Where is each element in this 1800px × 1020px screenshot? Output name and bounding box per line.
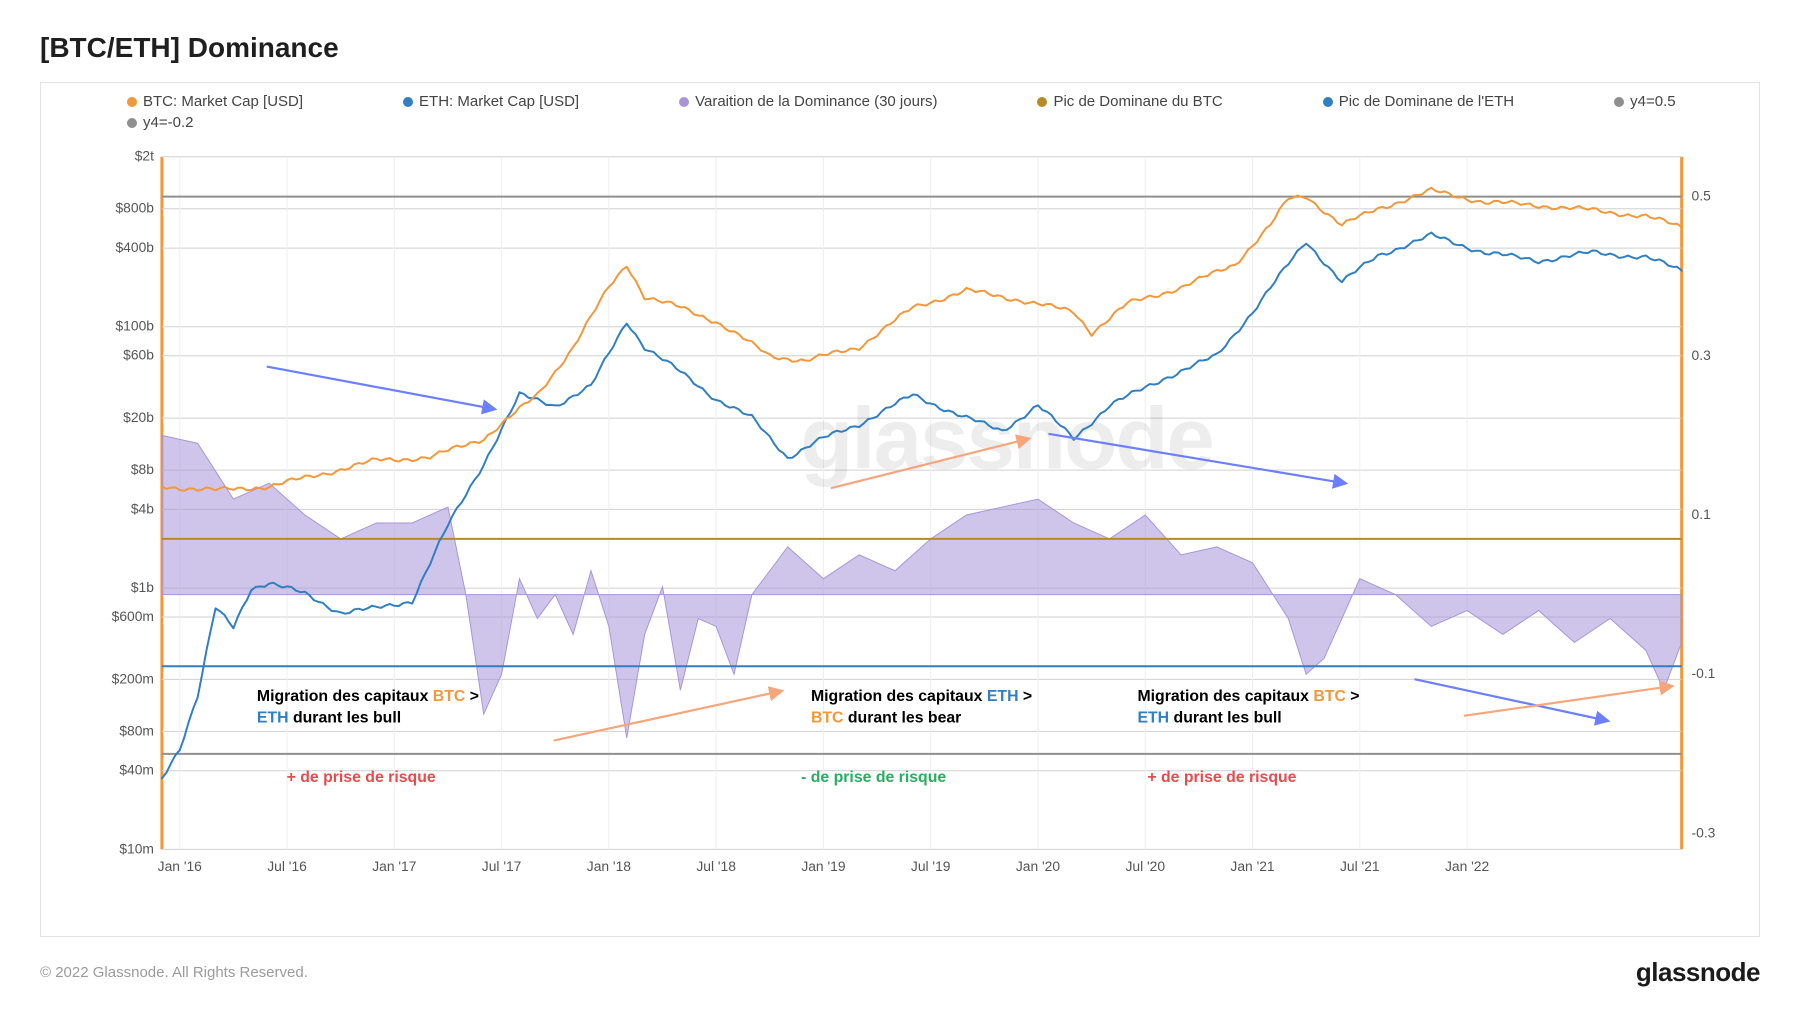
svg-text:ETH durant les bull: ETH durant les bull	[1137, 710, 1281, 727]
svg-text:$1b: $1b	[131, 579, 154, 595]
chart-panel: BTC: Market Cap [USD] ETH: Market Cap [US…	[40, 82, 1760, 937]
svg-text:Jan '20: Jan '20	[1016, 858, 1061, 874]
legend-marker-icon	[127, 97, 137, 107]
legend-label: BTC: Market Cap [USD]	[143, 93, 303, 110]
svg-text:ETH durant les bull: ETH durant les bull	[257, 710, 401, 727]
legend-item: Pic de Dominane de l'ETH	[1323, 93, 1514, 110]
svg-text:$400b: $400b	[115, 239, 154, 255]
svg-text:$20b: $20b	[123, 409, 154, 425]
svg-text:glassnode: glassnode	[800, 390, 1213, 487]
svg-text:Migration des capitaux ETH >: Migration des capitaux ETH >	[811, 688, 1032, 705]
legend-label: Pic de Dominane de l'ETH	[1339, 93, 1514, 110]
svg-text:+ de prise de risque: + de prise de risque	[1147, 769, 1296, 786]
page-footer: © 2022 Glassnode. All Rights Reserved. g…	[40, 957, 1760, 988]
legend-item: y4=-0.2	[127, 114, 193, 131]
svg-text:Migration des capitaux BTC >: Migration des capitaux BTC >	[1137, 688, 1359, 705]
copyright-text: © 2022 Glassnode. All Rights Reserved.	[40, 964, 308, 981]
svg-text:BTC durant les bear: BTC durant les bear	[811, 710, 961, 727]
legend-item: Varaition de la Dominance (30 jours)	[679, 93, 937, 110]
brand-logo: glassnode	[1636, 957, 1760, 988]
svg-text:Migration des capitaux BTC >: Migration des capitaux BTC >	[257, 688, 479, 705]
svg-text:Jul '18: Jul '18	[696, 858, 736, 874]
svg-text:Jan '18: Jan '18	[587, 858, 632, 874]
svg-text:Jul '19: Jul '19	[911, 858, 951, 874]
svg-text:Jul '16: Jul '16	[267, 858, 307, 874]
svg-text:Jan '21: Jan '21	[1230, 858, 1275, 874]
legend-marker-icon	[403, 97, 413, 107]
svg-text:$60b: $60b	[123, 347, 154, 363]
legend-item: BTC: Market Cap [USD]	[127, 93, 303, 110]
legend-marker-icon	[1323, 97, 1333, 107]
legend-label: y4=0.5	[1630, 93, 1675, 110]
svg-text:Jan '16: Jan '16	[158, 858, 203, 874]
legend-label: y4=-0.2	[143, 114, 193, 131]
svg-text:Jul '17: Jul '17	[482, 858, 522, 874]
legend-marker-icon	[1037, 97, 1047, 107]
svg-text:0.1: 0.1	[1692, 506, 1712, 522]
svg-text:Jan '19: Jan '19	[801, 858, 846, 874]
legend-item: Pic de Dominane du BTC	[1037, 93, 1222, 110]
legend-label: ETH: Market Cap [USD]	[419, 93, 579, 110]
legend-item: y4=0.5	[1614, 93, 1675, 110]
svg-text:- de prise de risque: - de prise de risque	[801, 769, 946, 786]
chart-legend: BTC: Market Cap [USD] ETH: Market Cap [US…	[59, 93, 1741, 131]
legend-label: Varaition de la Dominance (30 jours)	[695, 93, 937, 110]
svg-text:-0.3: -0.3	[1692, 824, 1716, 840]
svg-text:$10m: $10m	[119, 840, 154, 856]
svg-text:+ de prise de risque: + de prise de risque	[287, 769, 436, 786]
svg-text:$800b: $800b	[115, 200, 154, 216]
dominance-chart: $10m $40m $80m $200m $600m $1b $4b $8b $20b $60b $…	[59, 137, 1741, 899]
legend-marker-icon	[679, 97, 689, 107]
svg-text:$2t: $2t	[135, 148, 154, 164]
svg-text:0.5: 0.5	[1692, 188, 1712, 204]
svg-text:$40m: $40m	[119, 762, 154, 778]
svg-text:$100b: $100b	[115, 318, 154, 334]
legend-item: ETH: Market Cap [USD]	[403, 93, 579, 110]
svg-text:$80m: $80m	[119, 722, 154, 738]
svg-text:Jan '22: Jan '22	[1445, 858, 1489, 874]
svg-text:Jan '17: Jan '17	[372, 858, 416, 874]
svg-text:Jul '20: Jul '20	[1125, 858, 1165, 874]
svg-text:$200m: $200m	[112, 670, 154, 686]
page-title: [BTC/ETH] Dominance	[40, 32, 1760, 64]
legend-label: Pic de Dominane du BTC	[1053, 93, 1222, 110]
svg-text:$4b: $4b	[131, 500, 154, 516]
svg-text:-0.1: -0.1	[1692, 665, 1716, 681]
svg-text:Jul '21: Jul '21	[1340, 858, 1380, 874]
svg-text:0.3: 0.3	[1692, 347, 1712, 363]
legend-marker-icon	[127, 118, 137, 128]
legend-marker-icon	[1614, 97, 1624, 107]
svg-text:$600m: $600m	[112, 608, 154, 624]
svg-text:$8b: $8b	[131, 461, 154, 477]
